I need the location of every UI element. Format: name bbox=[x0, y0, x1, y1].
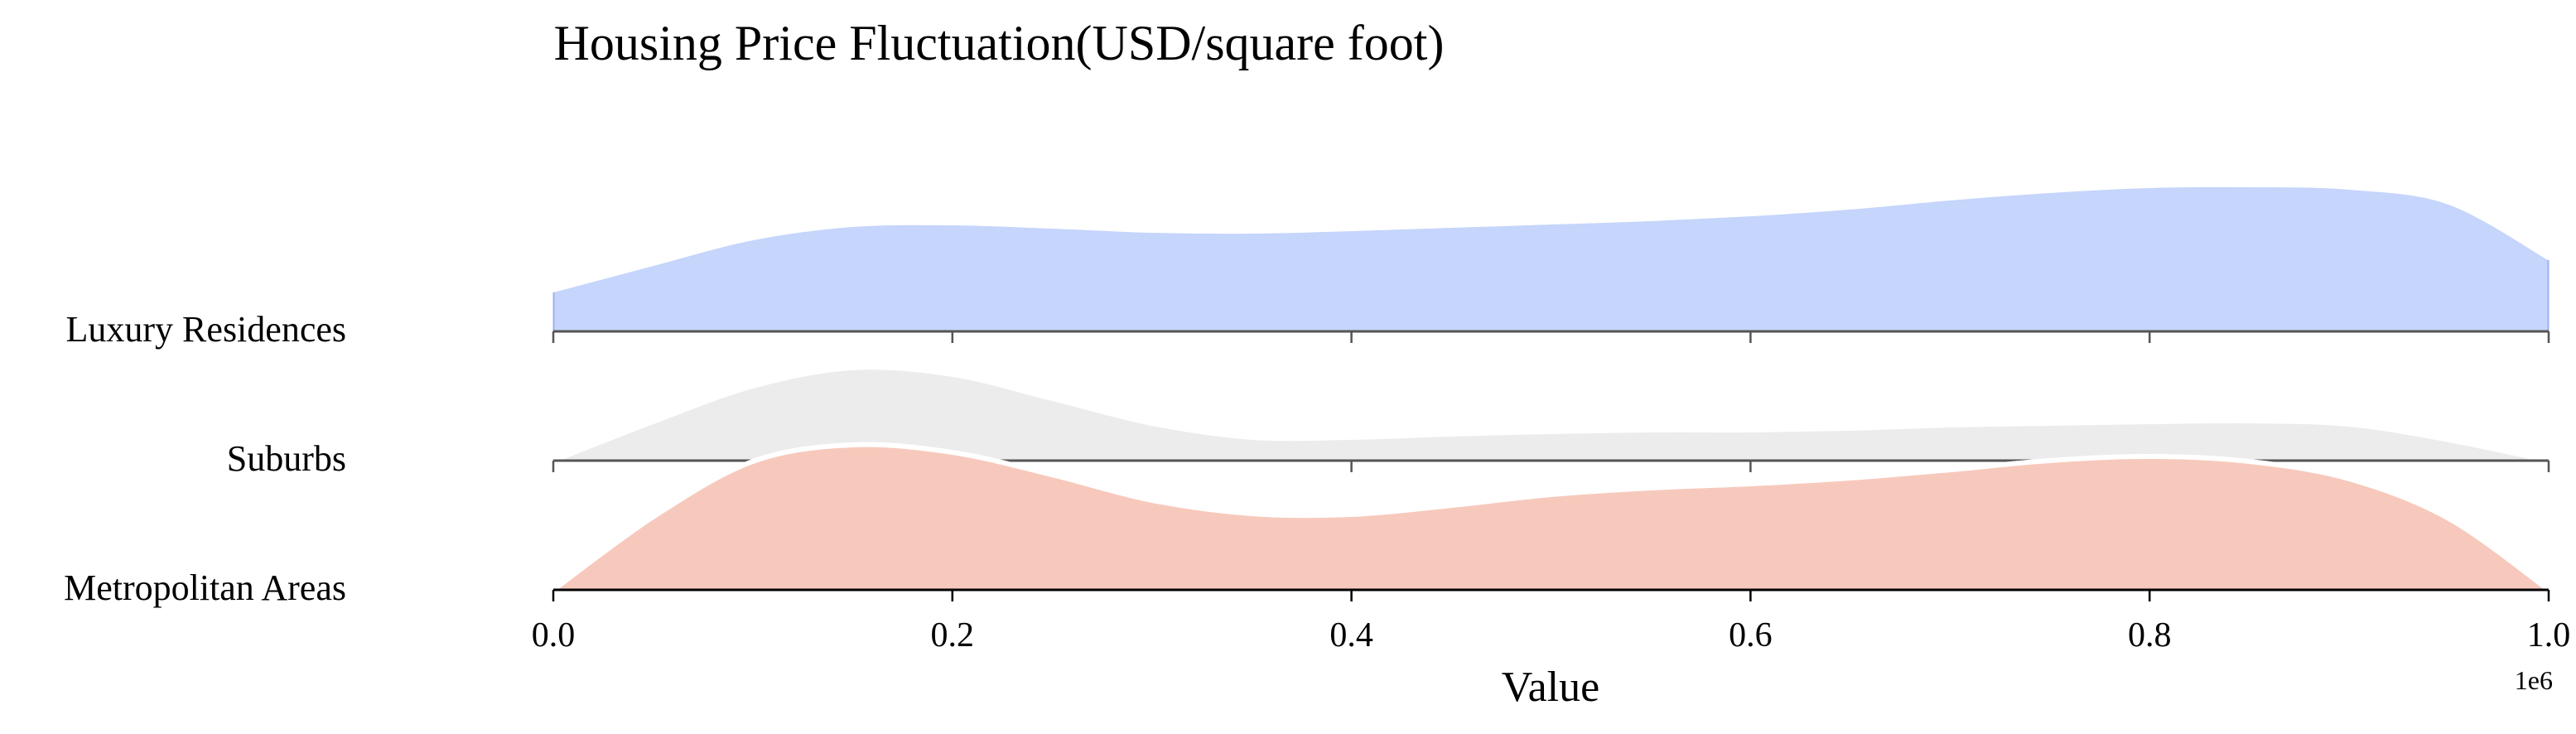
x-tick-label-3: 0.6 bbox=[1729, 616, 1773, 654]
ridge-area-suburbs bbox=[553, 367, 2549, 461]
x-tick-label-4: 0.8 bbox=[2128, 616, 2172, 654]
ridge-outline-luxury-residences bbox=[551, 181, 2551, 292]
ridge-outline-suburbs bbox=[551, 365, 2551, 463]
ridge-metropolitan-areas bbox=[551, 442, 2551, 592]
x-tick-label-5: 1.0 bbox=[2527, 616, 2571, 654]
ridge-area-metropolitan-areas bbox=[553, 444, 2549, 590]
ridges bbox=[551, 181, 2551, 601]
x-axis-offset-label: 1e6 bbox=[2515, 665, 2553, 695]
x-tick-label-0: 0.0 bbox=[532, 616, 576, 654]
y-axis-labels: Luxury Residences Suburbs Metropolitan Are… bbox=[64, 309, 346, 608]
ridge-luxury-residences bbox=[551, 181, 2551, 331]
y-label-suburbs: Suburbs bbox=[227, 438, 346, 479]
ridge-area-luxury-residences bbox=[553, 184, 2549, 331]
chart-title: Housing Price Fluctuation(USD/square foo… bbox=[554, 16, 1445, 70]
ridge-outline-metropolitan-areas bbox=[551, 442, 2551, 592]
y-label-luxury-residences: Luxury Residences bbox=[66, 309, 346, 350]
ridge-suburbs bbox=[551, 365, 2551, 463]
x-tick-label-1: 0.2 bbox=[931, 616, 975, 654]
x-axis: 0.0 0.2 0.4 0.6 0.8 1.0 bbox=[532, 616, 2571, 654]
x-tick-label-2: 0.4 bbox=[1329, 616, 1373, 654]
ridge-baseline-luxury-residences bbox=[552, 330, 2550, 343]
y-label-metropolitan-areas: Metropolitan Areas bbox=[64, 567, 346, 608]
x-axis-label: Value bbox=[1502, 664, 1599, 711]
ridge-baseline-metropolitan-areas bbox=[552, 588, 2550, 601]
